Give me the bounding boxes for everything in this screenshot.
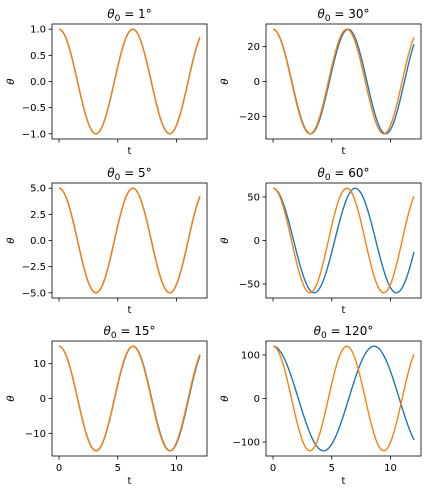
subplot-4: −50 0 50 t θ θ0 = 60°	[220, 166, 422, 316]
plot-frame	[51, 182, 208, 299]
plot-frame	[265, 182, 422, 299]
y-tick-label: 2.5	[30, 210, 46, 221]
x-axis-label: t	[342, 146, 346, 157]
series-line-2	[272, 187, 415, 294]
x-axis-label: t	[342, 476, 346, 487]
y-tick-label: −20	[239, 112, 260, 123]
y-tick-label: 100	[241, 350, 260, 361]
y-tick-label: 0	[254, 236, 260, 247]
series-line-1	[272, 187, 415, 294]
y-axis-label: θ	[6, 237, 17, 243]
y-tick-label: 0	[254, 77, 260, 88]
subplot-title: θ0 = 5°	[107, 166, 151, 183]
subplot-5: −10 0 10 0 5 10 t θ θ0 = 15°	[6, 324, 208, 487]
subplot-title: θ0 = 1°	[107, 7, 151, 24]
series-line-2	[58, 187, 201, 294]
y-tick-label: −10	[25, 429, 46, 440]
x-tick-label: 0	[56, 463, 62, 474]
x-tick-label: 0	[270, 463, 276, 474]
subplot-title: θ0 = 60°	[317, 166, 369, 183]
subplot-6: −100 0 100 0 5 10 t θ θ0 = 120°	[220, 324, 422, 487]
y-tick-label: 0.0	[30, 236, 46, 247]
y-tick-label: −2.5	[22, 262, 46, 273]
y-tick-label: −5.0	[22, 288, 46, 299]
y-axis-label: θ	[6, 78, 17, 84]
y-axis-label: θ	[220, 78, 231, 84]
plot-frame	[265, 23, 422, 140]
series-line-2	[272, 28, 415, 135]
x-axis-label: t	[128, 476, 132, 487]
series-line-1	[273, 345, 415, 452]
y-tick-label: −50	[239, 280, 260, 291]
subplot-2: −20 0 20 t θ θ0 = 30°	[220, 7, 422, 157]
y-tick-label: 10	[33, 359, 46, 370]
plot-frame	[51, 340, 208, 457]
series-line-2	[58, 345, 201, 452]
x-tick-label: 10	[384, 463, 397, 474]
subplot-title: θ0 = 120°	[314, 324, 374, 341]
x-axis-label: t	[342, 305, 346, 316]
y-tick-label: 0	[40, 394, 46, 405]
x-axis-label: t	[128, 305, 132, 316]
x-tick-label: 5	[329, 463, 335, 474]
y-tick-label: −0.5	[22, 103, 46, 114]
y-tick-label: 0.5	[30, 51, 46, 62]
y-axis-label: θ	[220, 237, 231, 243]
subplot-title: θ0 = 30°	[317, 7, 369, 24]
y-axis-label: θ	[6, 395, 17, 401]
series-line-2	[58, 28, 201, 135]
y-tick-label: 50	[247, 192, 260, 203]
y-tick-label: −1.0	[22, 129, 46, 140]
subplot-1: −1.0 −0.5 0.0 0.5 1.0 t θ θ0 = 1°	[6, 7, 208, 157]
x-tick-label: 5	[115, 463, 121, 474]
x-axis-label: t	[128, 146, 132, 157]
plot-frame	[51, 23, 208, 140]
y-tick-label: 20	[247, 42, 260, 53]
y-axis-label: θ	[220, 395, 231, 401]
y-tick-label: 0.0	[30, 77, 46, 88]
x-tick-label: 10	[170, 463, 183, 474]
series-line-2	[272, 345, 415, 452]
y-tick-label: 5.0	[30, 184, 46, 195]
y-tick-label: −100	[233, 438, 260, 449]
y-tick-label: 1.0	[30, 25, 46, 36]
plot-frame	[265, 340, 422, 457]
y-tick-label: 0	[254, 394, 260, 405]
subplot-3: −5.0 −2.5 0.0 2.5 5.0 t θ θ0 = 5°	[6, 166, 208, 316]
subplot-title: θ0 = 15°	[103, 324, 155, 341]
